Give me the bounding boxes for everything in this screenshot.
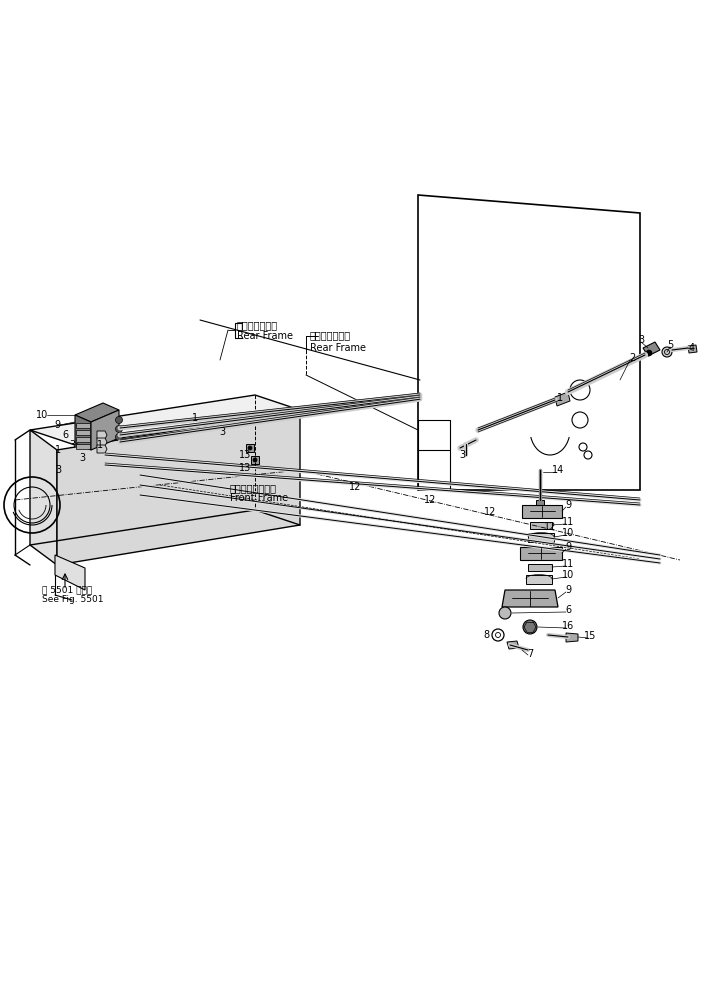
Text: 11: 11 bbox=[562, 517, 574, 527]
Polygon shape bbox=[522, 505, 562, 518]
Text: Rear Frame: Rear Frame bbox=[237, 331, 293, 341]
Circle shape bbox=[662, 347, 672, 357]
Text: 8: 8 bbox=[484, 630, 490, 640]
Polygon shape bbox=[57, 410, 300, 565]
Text: 1: 1 bbox=[55, 445, 61, 455]
Text: リヤーフレーム: リヤーフレーム bbox=[237, 320, 278, 330]
Text: 図 5501 図参照: 図 5501 図参照 bbox=[42, 585, 93, 594]
Text: Front Frame: Front Frame bbox=[230, 493, 288, 503]
Text: 9: 9 bbox=[565, 542, 571, 552]
Text: 10: 10 bbox=[562, 570, 574, 580]
Text: 3: 3 bbox=[219, 427, 225, 437]
Bar bbox=[536, 500, 544, 505]
Circle shape bbox=[253, 458, 257, 462]
Text: 1: 1 bbox=[557, 393, 563, 403]
Circle shape bbox=[115, 426, 122, 432]
Bar bbox=[251, 456, 259, 464]
Text: 3: 3 bbox=[459, 450, 465, 460]
Text: 13: 13 bbox=[239, 463, 251, 473]
Bar bbox=[76, 444, 90, 449]
Text: 13: 13 bbox=[239, 450, 251, 460]
Text: 11: 11 bbox=[562, 559, 574, 569]
Polygon shape bbox=[688, 345, 697, 353]
Polygon shape bbox=[502, 590, 558, 607]
Polygon shape bbox=[528, 564, 552, 571]
Polygon shape bbox=[528, 533, 554, 542]
Text: 3: 3 bbox=[69, 440, 75, 450]
Text: 3: 3 bbox=[55, 465, 61, 475]
Text: フロントフレーム: フロントフレーム bbox=[230, 483, 277, 493]
Text: 12: 12 bbox=[424, 495, 436, 505]
Text: 4: 4 bbox=[689, 343, 695, 353]
Polygon shape bbox=[55, 555, 85, 590]
Text: 2: 2 bbox=[629, 353, 635, 363]
Polygon shape bbox=[30, 430, 57, 565]
Text: 5: 5 bbox=[667, 340, 673, 350]
Text: 3: 3 bbox=[638, 335, 644, 345]
Polygon shape bbox=[97, 445, 107, 453]
Text: 7: 7 bbox=[527, 649, 533, 659]
Polygon shape bbox=[520, 547, 562, 560]
Text: 1: 1 bbox=[192, 413, 198, 423]
Circle shape bbox=[248, 446, 252, 450]
Text: Rear Frame: Rear Frame bbox=[310, 343, 366, 353]
Polygon shape bbox=[507, 641, 519, 649]
Text: 6: 6 bbox=[62, 430, 68, 440]
Circle shape bbox=[115, 434, 122, 440]
Circle shape bbox=[115, 416, 122, 424]
Polygon shape bbox=[643, 342, 660, 356]
Circle shape bbox=[523, 620, 537, 634]
Text: See Fig. 5501: See Fig. 5501 bbox=[42, 595, 103, 604]
Polygon shape bbox=[97, 438, 107, 446]
Text: 10: 10 bbox=[36, 410, 48, 420]
Polygon shape bbox=[555, 392, 570, 406]
Text: 9: 9 bbox=[565, 500, 571, 510]
Text: 6: 6 bbox=[565, 605, 571, 615]
Polygon shape bbox=[91, 410, 119, 450]
Polygon shape bbox=[526, 575, 552, 584]
Bar bbox=[246, 444, 254, 452]
Text: リヤーフレーム: リヤーフレーム bbox=[310, 330, 351, 340]
Text: 9: 9 bbox=[565, 585, 571, 595]
Text: 16: 16 bbox=[562, 621, 574, 631]
Polygon shape bbox=[75, 415, 91, 450]
Text: 10: 10 bbox=[562, 528, 574, 538]
Polygon shape bbox=[30, 395, 300, 445]
Text: 15: 15 bbox=[584, 631, 596, 641]
Text: 12: 12 bbox=[544, 522, 556, 532]
Bar bbox=[76, 437, 90, 442]
Polygon shape bbox=[97, 431, 107, 439]
Bar bbox=[76, 423, 90, 428]
Polygon shape bbox=[530, 522, 552, 529]
Text: 9: 9 bbox=[54, 420, 60, 430]
Text: 12: 12 bbox=[484, 507, 496, 517]
Circle shape bbox=[646, 350, 652, 356]
Polygon shape bbox=[75, 403, 119, 422]
Text: 3: 3 bbox=[79, 453, 85, 463]
Polygon shape bbox=[566, 633, 578, 642]
Text: 1: 1 bbox=[97, 440, 103, 450]
Bar bbox=[76, 430, 90, 435]
Text: 14: 14 bbox=[552, 465, 564, 475]
Circle shape bbox=[499, 607, 511, 619]
Text: 12: 12 bbox=[349, 482, 361, 492]
